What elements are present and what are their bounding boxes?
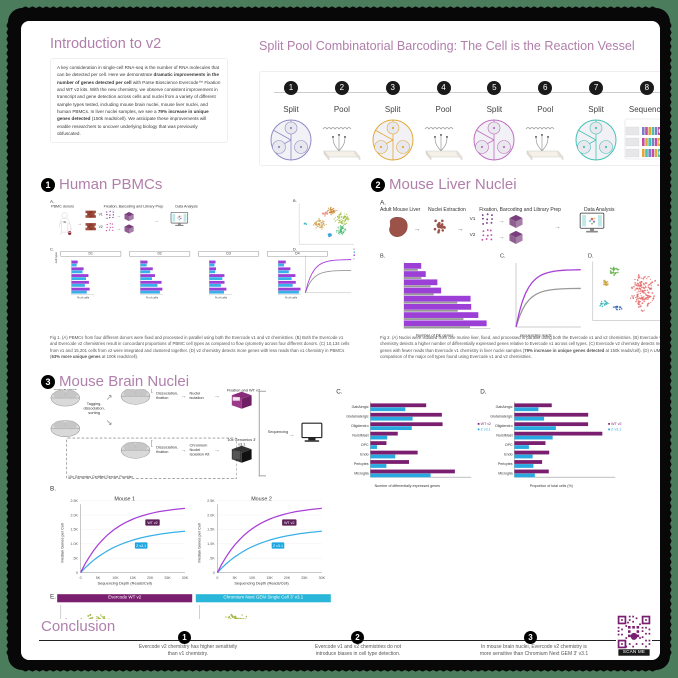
svg-text:2.0K: 2.0K	[207, 513, 215, 517]
svg-text:Pericytes: Pericytes	[498, 462, 513, 466]
svg-text:WT v2: WT v2	[284, 521, 294, 525]
svg-text:Microglia: Microglia	[498, 471, 512, 475]
svg-text:.5K: .5K	[72, 557, 78, 561]
svg-text:GabAergic: GabAergic	[352, 405, 369, 409]
svg-text:Endo: Endo	[504, 452, 512, 456]
svg-text:WT v2: WT v2	[147, 521, 157, 525]
svg-text:25K: 25K	[164, 576, 171, 580]
svg-text:30K: 30K	[182, 576, 189, 580]
svg-text:Glutamatergic: Glutamatergic	[490, 415, 513, 419]
svg-text:1.5K: 1.5K	[207, 528, 215, 532]
svg-text:Endo: Endo	[360, 452, 368, 456]
svg-text:Sequencing Depth (Reads/Cell): Sequencing Depth (Reads/Cell)	[234, 580, 289, 585]
svg-text:1.0K: 1.0K	[70, 542, 78, 546]
svg-text:NurstMast: NurstMast	[352, 434, 368, 438]
svg-text:2.5K: 2.5K	[70, 499, 78, 503]
svg-text:OPC: OPC	[505, 443, 513, 447]
svg-text:Median Genes per Cell: Median Genes per Cell	[60, 523, 65, 563]
svg-text:Glutamatergic: Glutamatergic	[346, 415, 369, 419]
svg-text:Mouse 1: Mouse 1	[114, 497, 135, 503]
svg-text:NurstMast: NurstMast	[496, 434, 512, 438]
svg-text:4x: 4x	[63, 220, 67, 224]
svg-text:2.0K: 2.0K	[70, 513, 78, 517]
svg-text:Pericytes: Pericytes	[354, 462, 369, 466]
svg-text:GabAergic: GabAergic	[496, 405, 513, 409]
svg-text:0: 0	[76, 571, 78, 575]
svg-text:2.5K: 2.5K	[207, 499, 215, 503]
svg-text:30K: 30K	[319, 576, 326, 580]
svg-text:1.0K: 1.0K	[207, 542, 215, 546]
svg-text:Microglia: Microglia	[354, 471, 368, 475]
svg-text:Mouse 2: Mouse 2	[251, 497, 272, 503]
svg-text:0: 0	[80, 576, 82, 580]
svg-text:Proportion of total cells (%): Proportion of total cells (%)	[530, 484, 573, 488]
svg-text:Z v3.1: Z v3.1	[273, 544, 283, 548]
svg-text:Number of differentially expre: Number of differentially expressed genes	[375, 484, 440, 488]
svg-text:Oligdendro: Oligdendro	[495, 424, 513, 428]
svg-text:.5K: .5K	[209, 557, 215, 561]
svg-text:OPC: OPC	[361, 443, 369, 447]
svg-text:Sequencing Depth (Reads/Cell): Sequencing Depth (Reads/Cell)	[98, 580, 153, 585]
svg-text:0: 0	[216, 576, 218, 580]
svg-text:Z v3.1: Z v3.1	[136, 544, 146, 548]
svg-text:Oligdendro: Oligdendro	[351, 424, 369, 428]
svg-text:25K: 25K	[301, 576, 308, 580]
svg-text:Median Genes per Cell: Median Genes per Cell	[196, 523, 201, 563]
svg-text:0: 0	[213, 571, 215, 575]
svg-text:1.5K: 1.5K	[70, 528, 78, 532]
